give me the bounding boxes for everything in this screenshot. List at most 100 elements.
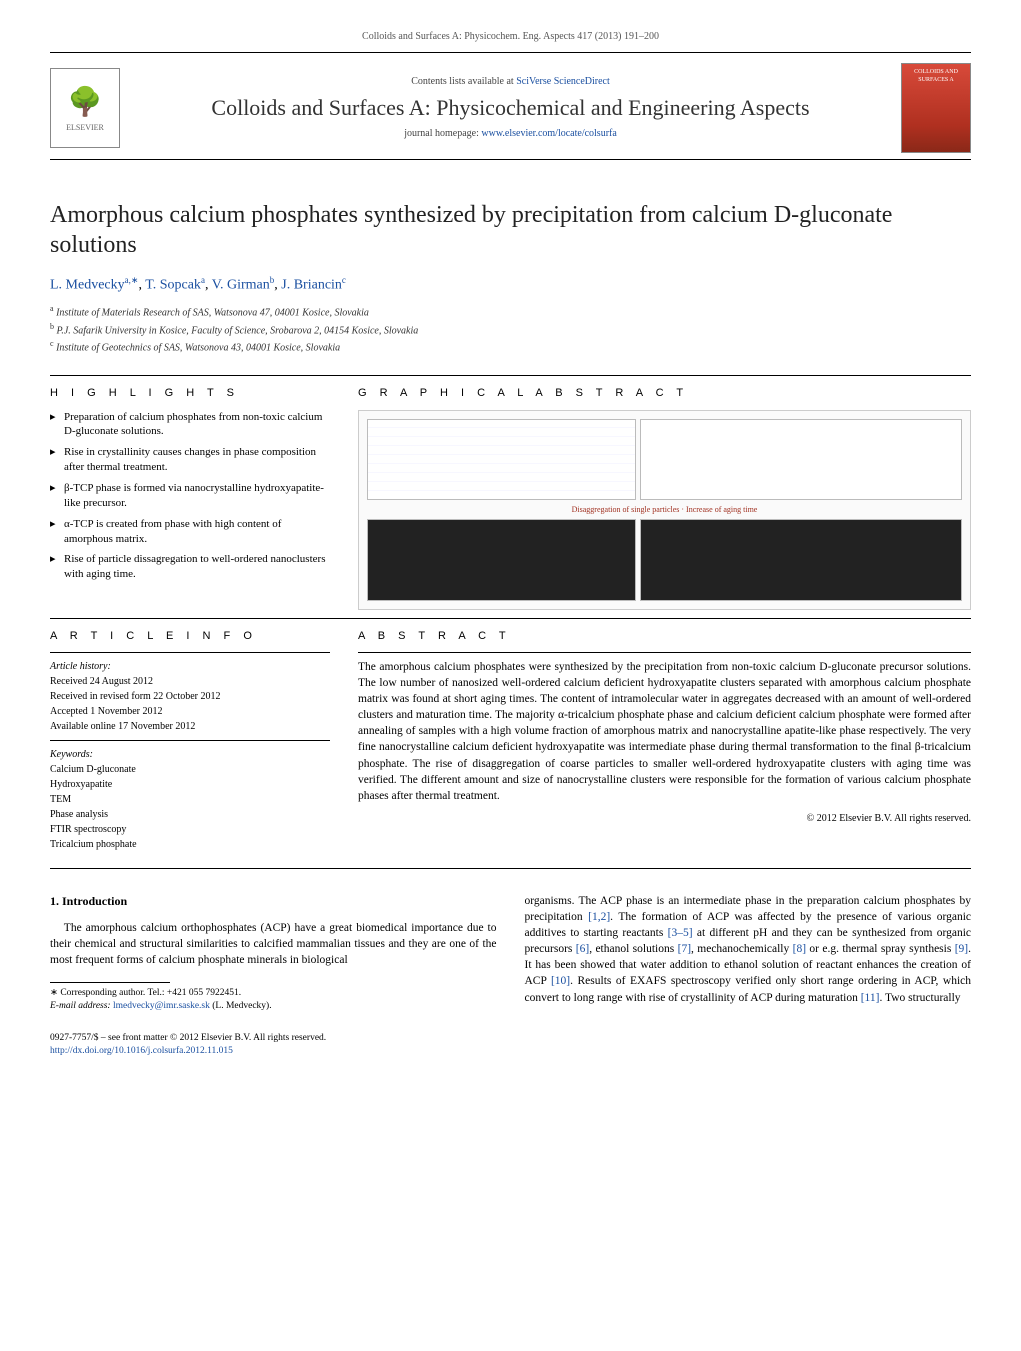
keyword: Hydroxyapatite [50, 777, 330, 792]
abstract-copyright: © 2012 Elsevier B.V. All rights reserved… [358, 812, 971, 826]
highlights-block: h i g h l i g h t s Preparation of calci… [50, 386, 330, 609]
article-info-heading: a r t i c l e i n f o [50, 629, 330, 644]
sciencedirect-link[interactable]: SciVerse ScienceDirect [516, 76, 610, 87]
doi-line: http://dx.doi.org/10.1016/j.colsurfa.201… [50, 1045, 971, 1058]
top-rule [50, 52, 971, 53]
page-footer: 0927-7757/$ – see front matter © 2012 El… [50, 1032, 971, 1059]
citation-link[interactable]: [7] [678, 943, 691, 955]
thin-rule [358, 652, 971, 653]
masthead-center: Contents lists available at SciVerse Sci… [132, 75, 889, 141]
journal-title: Colloids and Surfaces A: Physicochemical… [132, 95, 889, 121]
body-columns: 1. Introduction The amorphous calcium or… [50, 893, 971, 1014]
affiliation: c Institute of Geotechnics of SAS, Watso… [50, 338, 971, 355]
article-info-column: a r t i c l e i n f o Article history: R… [50, 629, 330, 852]
contents-prefix: Contents lists available at [411, 76, 516, 87]
elsevier-tree-icon: 🌳 [68, 83, 103, 122]
citation-link[interactable]: [1,2] [588, 911, 610, 923]
contents-lists-line: Contents lists available at SciVerse Sci… [132, 75, 889, 89]
publisher-logo: 🌳 ELSEVIER [50, 68, 120, 148]
body-text-span: or e.g. thermal spray synthesis [806, 943, 955, 955]
ga-layout: Disaggregation of single particles · Inc… [367, 419, 962, 601]
highlight-item: Rise of particle dissagregation to well-… [50, 552, 330, 582]
graphical-abstract-block: g r a p h i c a l a b s t r a c t Disagg… [358, 386, 971, 609]
intro-para-2: organisms. The ACP phase is an intermedi… [525, 893, 972, 1006]
abstract-text: The amorphous calcium phosphates were sy… [358, 659, 971, 804]
running-head-citation: Colloids and Surfaces A: Physicochem. En… [50, 30, 971, 44]
author-list: L. Medveckya,∗, T. Sopcaka, V. Girmanb, … [50, 274, 971, 295]
ga-xrd-panel [640, 419, 962, 500]
journal-homepage-link[interactable]: www.elsevier.com/locate/colsurfa [481, 128, 616, 139]
section-rule [50, 868, 971, 869]
affil-text: Institute of Geotechnics of SAS, Watsono… [56, 342, 340, 353]
highlights-list: Preparation of calcium phosphates from n… [50, 410, 330, 582]
email-label: E-mail address: [50, 1001, 113, 1011]
section-rule [50, 618, 971, 619]
ga-tem-panel-right [640, 519, 962, 600]
section-rule [50, 375, 971, 376]
affiliation: b P.J. Safarik University in Kosice, Fac… [50, 321, 971, 338]
email-suffix: (L. Medvecky). [210, 1001, 272, 1011]
citation-link[interactable]: [10] [551, 975, 570, 987]
accepted-date: Accepted 1 November 2012 [50, 704, 330, 719]
abstract-heading: a b s t r a c t [358, 629, 971, 644]
body-text-span: . Two structurally [879, 992, 960, 1004]
author-link[interactable]: J. Briancin [281, 278, 342, 293]
affiliation: a Institute of Materials Research of SAS… [50, 303, 971, 320]
affiliations-block: a Institute of Materials Research of SAS… [50, 303, 971, 355]
keyword: Calcium D-gluconate [50, 762, 330, 777]
online-date: Available online 17 November 2012 [50, 719, 330, 734]
corr-email-link[interactable]: lmedvecky@imr.saske.sk [113, 1001, 210, 1011]
journal-homepage-line: journal homepage: www.elsevier.com/locat… [132, 127, 889, 141]
highlight-item: Preparation of calcium phosphates from n… [50, 410, 330, 440]
affil-sup: c [50, 339, 54, 348]
journal-masthead: 🌳 ELSEVIER Contents lists available at S… [50, 57, 971, 160]
journal-cover-thumbnail: COLLOIDS AND SURFACES A [901, 63, 971, 153]
keyword: FTIR spectroscopy [50, 822, 330, 837]
graphical-abstract-image: Disaggregation of single particles · Inc… [358, 410, 971, 610]
highlight-item: β-TCP phase is formed via nanocrystallin… [50, 481, 330, 511]
keywords-block: Keywords: Calcium D-gluconate Hydroxyapa… [50, 747, 330, 852]
citation-link[interactable]: [3–5] [668, 927, 693, 939]
author-affil-sup: a [201, 275, 205, 285]
keyword: Phase analysis [50, 807, 330, 822]
issn-copyright-line: 0927-7757/$ – see front matter © 2012 El… [50, 1032, 971, 1045]
citation-link[interactable]: [8] [793, 943, 806, 955]
affil-sup: a [50, 304, 54, 313]
citation-link[interactable]: [6] [576, 943, 589, 955]
info-and-abstract-row: a r t i c l e i n f o Article history: R… [50, 629, 971, 852]
received-date: Received 24 August 2012 [50, 674, 330, 689]
corresponding-author-footnote: ∗ Corresponding author. Tel.: +421 055 7… [50, 987, 497, 1014]
highlights-heading: h i g h l i g h t s [50, 386, 330, 401]
footnote-rule [50, 982, 170, 983]
author-link[interactable]: T. Sopcak [145, 278, 201, 293]
corr-email-line: E-mail address: lmedvecky@imr.saske.sk (… [50, 1000, 497, 1013]
ga-ftir-spectra-panel [367, 419, 636, 500]
corr-author-line: ∗ Corresponding author. Tel.: +421 055 7… [50, 987, 497, 1000]
thin-rule [50, 652, 330, 653]
keyword: Tricalcium phosphate [50, 837, 330, 852]
doi-link[interactable]: http://dx.doi.org/10.1016/j.colsurfa.201… [50, 1046, 233, 1056]
highlight-item: Rise in crystallinity causes changes in … [50, 445, 330, 475]
ga-arrow-label: Disaggregation of single particles · Inc… [367, 504, 962, 515]
history-label: Article history: [50, 659, 330, 674]
revised-date: Received in revised form 22 October 2012 [50, 689, 330, 704]
author-link[interactable]: L. Medvecky [50, 278, 125, 293]
doi-prefix: http://dx.doi.org/ [50, 1046, 114, 1056]
affil-text: Institute of Materials Research of SAS, … [56, 308, 369, 319]
highlight-item: α-TCP is created from phase with high co… [50, 517, 330, 547]
thin-rule [50, 740, 330, 741]
affil-sup: b [50, 322, 54, 331]
author-link[interactable]: V. Girman [212, 278, 270, 293]
article-title: Amorphous calcium phosphates synthesized… [50, 200, 971, 260]
publisher-name: ELSEVIER [66, 122, 104, 133]
author-affil-sup: b [270, 275, 275, 285]
article-history: Article history: Received 24 August 2012… [50, 659, 330, 734]
doi-value: 10.1016/j.colsurfa.2012.11.015 [114, 1046, 233, 1056]
author-affil-sup: c [342, 275, 346, 285]
citation-link[interactable]: [9] [955, 943, 968, 955]
abstract-column: a b s t r a c t The amorphous calcium ph… [358, 629, 971, 852]
citation-link[interactable]: [11] [861, 992, 880, 1004]
body-text-span: , mechanochemically [691, 943, 793, 955]
ga-tem-panel-left [367, 519, 636, 600]
highlights-and-ga-row: h i g h l i g h t s Preparation of calci… [50, 386, 971, 609]
